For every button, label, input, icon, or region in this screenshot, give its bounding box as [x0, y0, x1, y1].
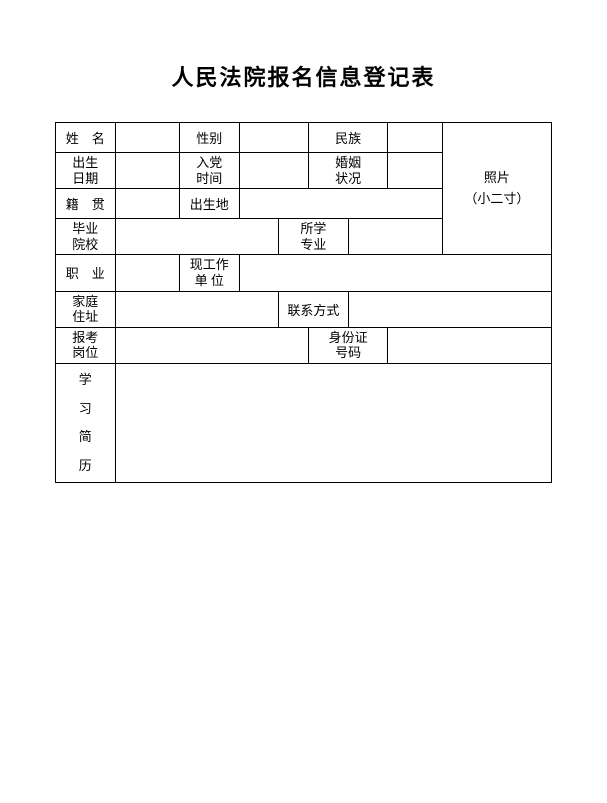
label-home-address: 家庭住址 — [56, 291, 116, 327]
label-work-unit: 现工作单 位 — [179, 255, 239, 291]
label-major: 所学专业 — [279, 219, 348, 255]
label-apply-position: 报考岗位 — [56, 327, 116, 363]
photo-placeholder[interactable]: 照片（小二寸） — [442, 123, 551, 255]
label-birth-date: 出生日期 — [56, 153, 116, 189]
label-id-number: 身份证号码 — [308, 327, 387, 363]
label-name: 姓 名 — [56, 123, 116, 153]
value-birth-date[interactable] — [115, 153, 179, 189]
label-ethnicity: 民族 — [308, 123, 387, 153]
label-marital: 婚姻状况 — [308, 153, 387, 189]
value-party-join[interactable] — [239, 153, 308, 189]
value-contact[interactable] — [348, 291, 551, 327]
value-native-place[interactable] — [115, 189, 179, 219]
label-native-place: 籍 贯 — [56, 189, 116, 219]
label-education-history: 学习简历 — [56, 363, 116, 482]
label-contact: 联系方式 — [279, 291, 348, 327]
label-school: 毕业院校 — [56, 219, 116, 255]
value-school[interactable] — [115, 219, 279, 255]
label-birth-place: 出生地 — [179, 189, 239, 219]
form-title: 人民法院报名信息登记表 — [55, 60, 552, 92]
label-party-join: 入党时间 — [179, 153, 239, 189]
value-work-unit[interactable] — [239, 255, 552, 291]
value-home-address[interactable] — [115, 291, 279, 327]
label-gender: 性别 — [179, 123, 239, 153]
value-apply-position[interactable] — [115, 327, 308, 363]
value-name[interactable] — [115, 123, 179, 153]
registration-form-table: 姓 名 性别 民族 照片（小二寸） 出生日期 入党时间 婚姻状况 籍 贯 出生地… — [55, 122, 552, 483]
value-education-history[interactable] — [115, 363, 551, 482]
value-gender[interactable] — [239, 123, 308, 153]
value-ethnicity[interactable] — [388, 123, 443, 153]
label-occupation: 职 业 — [56, 255, 116, 291]
value-marital[interactable] — [388, 153, 443, 189]
value-id-number[interactable] — [388, 327, 552, 363]
value-major[interactable] — [348, 219, 442, 255]
value-birth-place[interactable] — [239, 189, 442, 219]
value-occupation[interactable] — [115, 255, 179, 291]
